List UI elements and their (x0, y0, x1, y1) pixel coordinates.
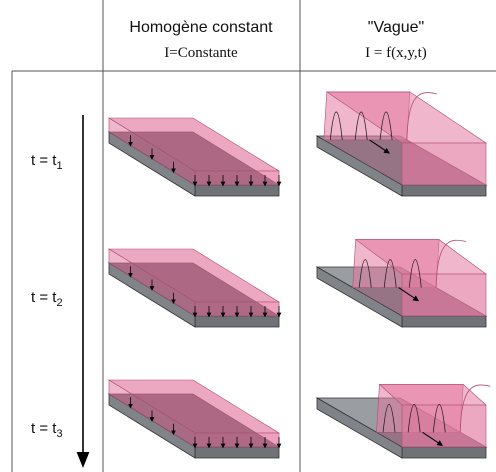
wave-profile (432, 404, 446, 433)
wave-profile (383, 259, 397, 288)
column-title-homogeneous: Homogène constant (129, 19, 273, 36)
homogeneous-slab-t1 (107, 117, 282, 197)
wave-profile (329, 111, 343, 140)
column-subtitle-homogeneous: I=Constante (164, 45, 238, 61)
table-grid (11, 0, 496, 472)
illuminated-surface (109, 263, 279, 316)
row-label-t3-main: t = t (31, 420, 57, 437)
row-label-t3: t = t3 (31, 420, 63, 440)
propagation-arrow (398, 287, 420, 302)
wave-profile (358, 259, 372, 288)
slab-front-face (194, 315, 280, 328)
wave-crest (459, 384, 491, 433)
row-label-t2-sub: 2 (56, 297, 62, 309)
wave-slab-t2 (315, 239, 488, 328)
wave-slab-t3 (315, 383, 491, 459)
column-subtitle-wave: I = f(x,y,t) (365, 45, 427, 61)
homogeneous-slab-t2 (107, 248, 282, 328)
slab-front-face (194, 446, 280, 459)
svg-text:t = t3: t = t3 (31, 420, 63, 440)
wave-profile (379, 111, 393, 140)
row-label-t2-main: t = t (31, 289, 57, 306)
wave-crest (406, 92, 437, 140)
slab-front-face (401, 315, 487, 328)
slab-front-face (401, 184, 487, 197)
slab-front-face (194, 184, 280, 197)
slab-side-face (316, 135, 403, 197)
slab-front-face (401, 446, 487, 459)
wave-profile (408, 259, 422, 288)
row-label-t1: t = t1 (31, 152, 63, 172)
wave-profile (407, 404, 421, 433)
svg-text:t = t2: t = t2 (31, 289, 63, 309)
slab-side-face (316, 397, 403, 459)
wave-front-face (401, 273, 487, 317)
svg-text:t = t1: t = t1 (31, 152, 63, 172)
wave-slab-t1 (315, 91, 488, 197)
column-header-homogeneous: Homogène constant I=Constante (129, 19, 273, 61)
column-title-wave: "Vague" (368, 19, 424, 36)
illustrations (107, 91, 491, 459)
row-label-t3-sub: 3 (56, 428, 62, 440)
illuminated-surface (109, 132, 279, 185)
column-header-wave: "Vague" I = f(x,y,t) (365, 19, 427, 61)
row-label-t2: t = t2 (31, 289, 63, 309)
wave-crest (435, 239, 467, 288)
homogeneous-slab-t3 (107, 379, 282, 459)
row-label-t1-sub: 1 (56, 160, 62, 172)
row-label-t1-main: t = t (31, 152, 57, 169)
wave-profile (354, 111, 368, 140)
propagation-arrow (422, 431, 444, 446)
wave-front-face (401, 142, 487, 186)
illuminated-surface (109, 394, 279, 447)
wave-front-face (401, 404, 487, 448)
wave-profile (382, 404, 396, 433)
propagation-arrow (369, 139, 390, 154)
